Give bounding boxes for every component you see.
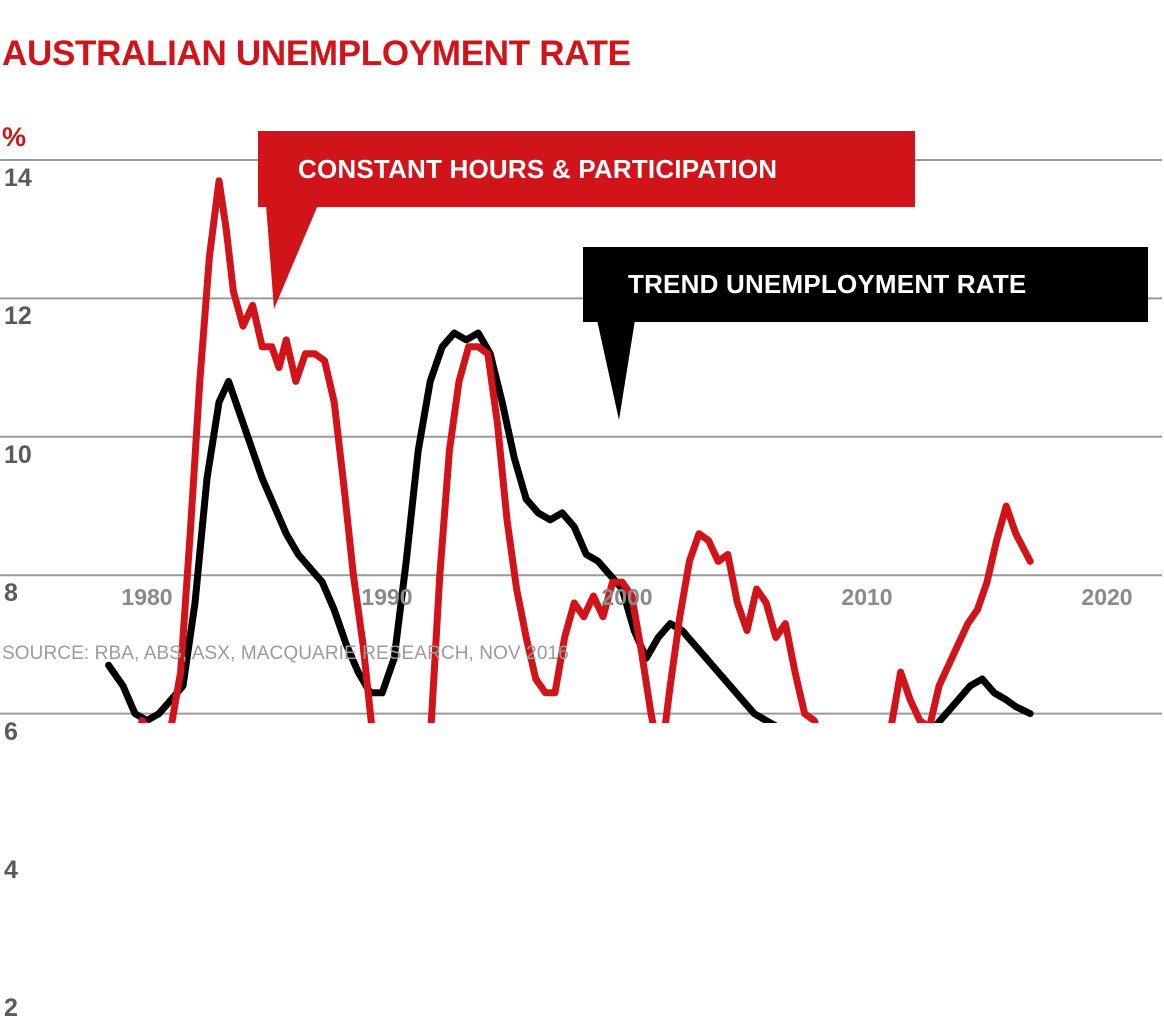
y-axis-tick-label: 4	[4, 856, 18, 884]
callout-tail-black	[597, 320, 635, 420]
annotation-label-black: TREND UNEMPLOYMENT RATE	[628, 269, 1027, 299]
series-lines	[105, 177, 1034, 723]
x-axis-tick-label: 2000	[601, 584, 653, 610]
annotation-trend-unemployment-rate: TREND UNEMPLOYMENT RATE	[583, 247, 1148, 420]
series-line-constant-hours	[138, 177, 1034, 723]
callout-tail-red	[266, 205, 318, 309]
annotation-box-black: TREND UNEMPLOYMENT RATE	[583, 247, 1148, 322]
chart-container: AUSTRALIAN UNEMPLOYMENT RATE % 14 12 10 8 6 4…	[0, 34, 1162, 1021]
y-axis-tick-label: 8	[4, 579, 18, 608]
x-axis-tick-label: 1980	[121, 584, 173, 610]
gridlines	[0, 159, 1162, 715]
annotation-label-red: CONSTANT HOURS & PARTICIPATION	[298, 153, 778, 184]
y-axis-tick-label: 14	[4, 164, 32, 192]
chart-plot-area	[0, 159, 1162, 723]
y-axis-tick-label: 2	[4, 994, 18, 1022]
x-axis-tick-label: 2010	[841, 584, 893, 610]
annotation-constant-hours-participation: CONSTANT HOURS & PARTICIPATION	[258, 131, 915, 309]
y-axis-tick-label: 6	[4, 717, 18, 746]
page-title: AUSTRALIAN UNEMPLOYMENT RATE	[2, 34, 631, 73]
annotation-box-red: CONSTANT HOURS & PARTICIPATION	[258, 131, 915, 207]
y-axis-unit-label: %	[2, 122, 27, 152]
series-line-trend	[105, 329, 1034, 723]
x-axis-tick-label: 1990	[361, 584, 413, 610]
y-axis-tick-label: 12	[4, 302, 32, 331]
source-note: SOURCE: RBA, ABS, ASX, MACQUARIE RESEARC…	[2, 643, 569, 664]
y-axis-tick-label: 10	[4, 440, 32, 469]
x-axis-tick-label: 2020	[1081, 584, 1133, 610]
